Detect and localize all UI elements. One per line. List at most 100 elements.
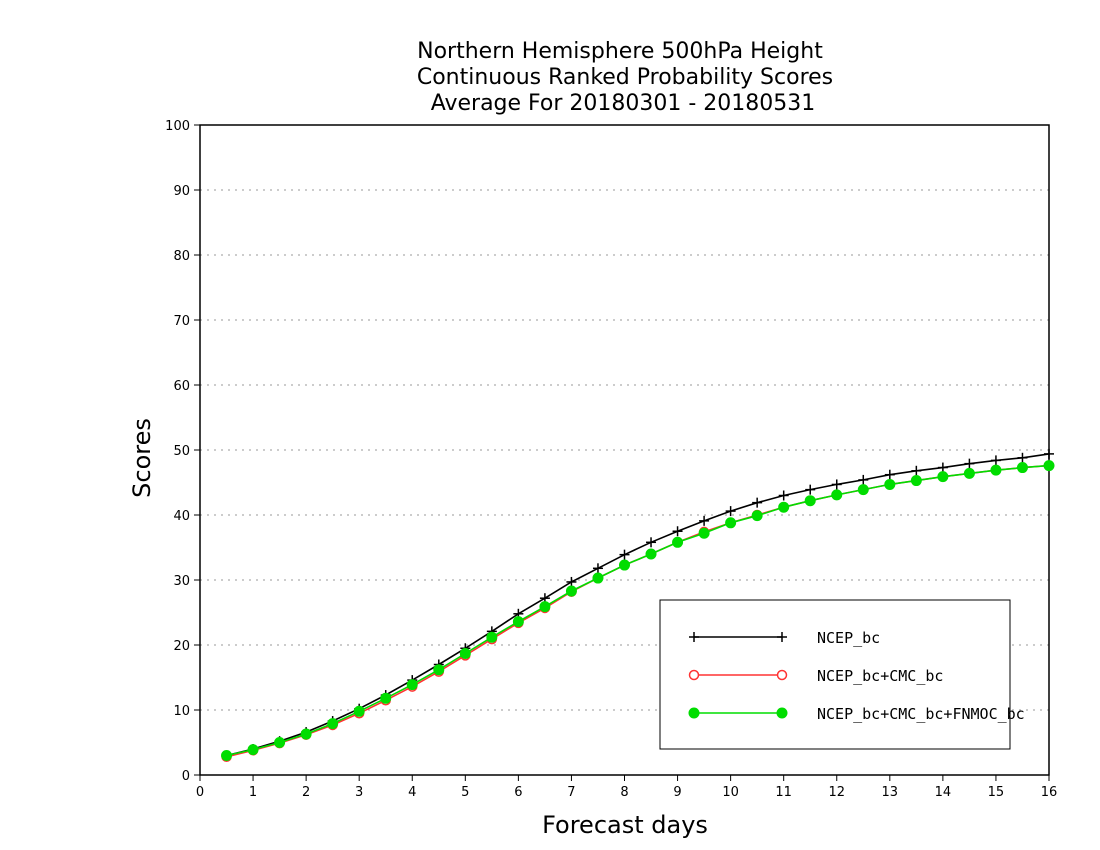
legend-marker [777, 632, 787, 642]
data-point [778, 490, 789, 501]
legend-marker [776, 669, 788, 681]
x-tick-label: 10 [722, 785, 739, 800]
legend: NCEP_bc NCEP_bc+CMC_bc NCEP_bc+CMC_bc+FNMO… [659, 599, 1025, 750]
x-tick-label: 9 [673, 785, 681, 800]
data-point [380, 692, 392, 704]
y-tick-label: 60 [173, 379, 190, 394]
legend-label: NCEP_bc+CMC_bc [817, 667, 943, 685]
series-3 [221, 460, 1055, 761]
legend-label: NCEP_bc+CMC_bc+FNMOC_bc [817, 705, 1025, 723]
data-point [804, 495, 816, 507]
y-axis-title: Scores [128, 418, 156, 498]
legend-marker [776, 707, 788, 719]
data-point [406, 679, 418, 691]
data-point [911, 465, 922, 476]
y-tick-label: 0 [182, 769, 190, 784]
x-tick-label: 16 [1041, 785, 1058, 800]
data-point [1017, 452, 1028, 463]
data-point [858, 474, 869, 485]
y-tick-label: 80 [173, 249, 190, 264]
data-point [884, 469, 895, 480]
data-point [619, 549, 630, 560]
title-line-2: Continuous Ranked Probability Scores [417, 65, 833, 90]
x-tick-label: 8 [620, 785, 628, 800]
data-point [592, 563, 603, 574]
data-point [566, 576, 577, 587]
data-point [937, 471, 949, 483]
x-tick-label: 1 [249, 785, 257, 800]
y-tick-label: 10 [173, 704, 190, 719]
data-point [910, 475, 922, 487]
x-tick-label: 15 [988, 785, 1005, 800]
y-tick-label: 100 [165, 119, 190, 134]
y-tick-label: 70 [173, 314, 190, 329]
data-point [831, 489, 843, 501]
x-tick-label: 3 [355, 785, 363, 800]
data-point [274, 737, 286, 748]
data-point [221, 750, 233, 761]
data-point [1016, 462, 1028, 474]
data-point [486, 631, 498, 643]
data-point [805, 484, 816, 495]
x-tick-label: 2 [302, 785, 310, 800]
data-point [672, 526, 683, 537]
x-tick-label: 14 [935, 785, 952, 800]
legend-item: NCEP_bc+CMC_bc [688, 667, 943, 685]
legend-item: NCEP_bc+CMC_bc+FNMOC_bc [688, 705, 1025, 723]
data-point [1044, 448, 1054, 459]
data-point [725, 506, 736, 517]
data-point [751, 510, 763, 522]
data-point [459, 647, 471, 659]
data-point [1043, 460, 1055, 472]
data-point [300, 728, 312, 740]
data-point [672, 536, 684, 548]
data-point [247, 744, 259, 756]
data-point [539, 601, 551, 613]
data-point [619, 559, 630, 571]
data-point [990, 455, 1001, 466]
legend-label: NCEP_bc [817, 629, 880, 647]
data-point [831, 479, 842, 490]
data-point [937, 462, 948, 473]
legend-marker [688, 707, 700, 719]
x-tick-label: 5 [461, 785, 469, 800]
legend-marker [689, 632, 699, 642]
data-point [963, 467, 975, 479]
chart-title: Northern Hemisphere 500hPa Height Contin… [417, 39, 833, 116]
data-point [857, 484, 869, 496]
data-point [592, 572, 604, 584]
data-point [752, 497, 763, 508]
x-tick-label: 7 [567, 785, 575, 800]
legend-marker [688, 669, 700, 681]
data-point [990, 464, 1002, 476]
data-point [565, 585, 577, 597]
data-point [778, 501, 790, 513]
data-point [699, 515, 710, 526]
legend-item: NCEP_bc [689, 629, 880, 647]
x-axis-title: Forecast days [542, 811, 708, 839]
data-point [327, 718, 339, 730]
data-series [221, 448, 1055, 763]
x-tick-label: 11 [775, 785, 792, 800]
data-point [433, 664, 445, 676]
y-tick-label: 40 [173, 509, 190, 524]
x-tick-label: 6 [514, 785, 522, 800]
data-point [645, 548, 657, 560]
title-line-3: Average For 20180301 - 20180531 [431, 91, 816, 116]
y-tick-label: 50 [173, 444, 190, 459]
x-tick-label: 4 [408, 785, 416, 800]
data-point [884, 478, 896, 490]
data-point [512, 616, 524, 628]
y-tick-label: 30 [173, 574, 190, 589]
data-point [646, 537, 657, 548]
x-tick-label: 13 [882, 785, 899, 800]
y-tick-label: 90 [173, 184, 190, 199]
x-tick-label: 12 [828, 785, 845, 800]
data-point [353, 705, 365, 717]
x-tick-label: 0 [196, 785, 204, 800]
data-point [725, 517, 737, 529]
title-line-1: Northern Hemisphere 500hPa Height [417, 39, 823, 64]
y-tick-label: 20 [173, 639, 190, 654]
